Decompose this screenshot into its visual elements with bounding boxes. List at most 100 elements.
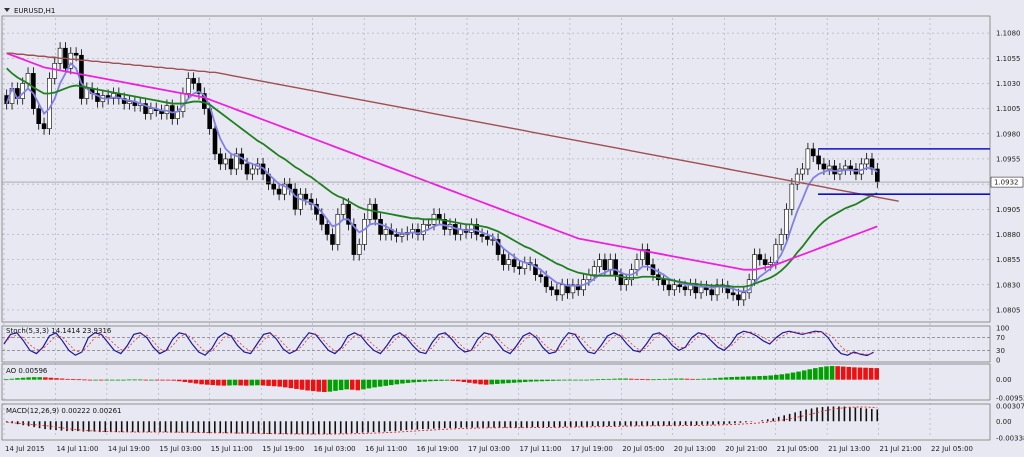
candle[interactable] bbox=[351, 224, 357, 255]
candle[interactable] bbox=[244, 163, 250, 175]
candle[interactable] bbox=[479, 234, 485, 237]
ao-bar[interactable] bbox=[43, 377, 48, 380]
candle[interactable] bbox=[645, 249, 650, 265]
stoch_signal-line[interactable] bbox=[3, 331, 874, 355]
candle[interactable] bbox=[623, 279, 629, 286]
ao-bar[interactable] bbox=[701, 378, 707, 380]
ao-layer[interactable] bbox=[4, 366, 879, 393]
candle[interactable] bbox=[127, 101, 132, 104]
candle[interactable] bbox=[805, 148, 811, 170]
candle[interactable] bbox=[778, 234, 784, 245]
ao-bar[interactable] bbox=[271, 379, 277, 387]
ao-bar[interactable] bbox=[428, 379, 433, 382]
candle[interactable] bbox=[52, 62, 58, 79]
candle[interactable] bbox=[324, 224, 330, 235]
candle[interactable] bbox=[340, 203, 346, 215]
candle[interactable] bbox=[191, 78, 196, 84]
ao-bar[interactable] bbox=[338, 379, 344, 391]
ao-bar[interactable] bbox=[746, 376, 751, 380]
ao-bar[interactable] bbox=[718, 377, 723, 380]
candle[interactable] bbox=[41, 123, 47, 130]
ao-bar[interactable] bbox=[110, 379, 115, 381]
candle[interactable] bbox=[549, 286, 554, 291]
candle[interactable] bbox=[196, 83, 202, 94]
ao-bar[interactable] bbox=[634, 378, 640, 380]
ao-bar[interactable] bbox=[467, 379, 472, 383]
candle[interactable] bbox=[570, 284, 576, 294]
ao-bar[interactable] bbox=[662, 378, 667, 380]
ao-bar[interactable] bbox=[310, 379, 316, 392]
ao-bar[interactable] bbox=[121, 379, 126, 381]
ao-bar[interactable] bbox=[517, 379, 522, 383]
ao-bar[interactable] bbox=[534, 379, 539, 382]
ao-bar[interactable] bbox=[154, 379, 160, 381]
ao-bar[interactable] bbox=[282, 379, 288, 388]
candle[interactable] bbox=[469, 224, 474, 233]
candle[interactable] bbox=[864, 158, 869, 165]
ma_green-line[interactable] bbox=[6, 67, 878, 288]
ao-bar[interactable] bbox=[455, 379, 461, 382]
candle[interactable] bbox=[421, 224, 426, 235]
candle[interactable] bbox=[816, 155, 821, 165]
ao-bar[interactable] bbox=[82, 379, 87, 381]
ao-bar[interactable] bbox=[333, 379, 338, 391]
ao-bar[interactable] bbox=[857, 367, 863, 380]
candle[interactable] bbox=[736, 294, 741, 301]
ao-bar[interactable] bbox=[294, 379, 299, 389]
ao-bar[interactable] bbox=[361, 379, 366, 390]
ao-bar[interactable] bbox=[188, 379, 193, 383]
ao-bar[interactable] bbox=[595, 379, 601, 381]
candle[interactable] bbox=[111, 93, 116, 99]
candle[interactable] bbox=[517, 266, 522, 269]
ao-bar[interactable] bbox=[238, 379, 243, 386]
candle[interactable] bbox=[356, 244, 362, 255]
price-layer[interactable] bbox=[2, 42, 990, 306]
candle[interactable] bbox=[693, 284, 699, 294]
ao-bar[interactable] bbox=[176, 379, 182, 382]
candle[interactable] bbox=[276, 188, 282, 195]
candle[interactable] bbox=[800, 168, 805, 175]
ao-bar[interactable] bbox=[305, 379, 310, 391]
candle[interactable] bbox=[784, 208, 789, 235]
candle[interactable] bbox=[559, 284, 565, 296]
ao-bar[interactable] bbox=[9, 378, 15, 380]
ao-bar[interactable] bbox=[489, 379, 495, 385]
ao-bar[interactable] bbox=[394, 379, 400, 385]
candle[interactable] bbox=[501, 254, 506, 265]
candle[interactable] bbox=[607, 259, 613, 270]
stoch-layer[interactable] bbox=[2, 330, 990, 357]
candle[interactable] bbox=[36, 108, 42, 124]
candle[interactable] bbox=[768, 262, 773, 265]
ao-bar[interactable] bbox=[48, 377, 54, 380]
candle[interactable] bbox=[164, 105, 170, 114]
ao-bar[interactable] bbox=[31, 377, 37, 380]
ao-bar[interactable] bbox=[54, 378, 59, 380]
ao-bar[interactable] bbox=[37, 377, 43, 380]
candle[interactable] bbox=[762, 259, 768, 265]
ao-bar[interactable] bbox=[768, 375, 773, 380]
candle[interactable] bbox=[725, 286, 731, 294]
ao-bar[interactable] bbox=[522, 379, 528, 382]
candle[interactable] bbox=[148, 108, 154, 114]
ao-bar[interactable] bbox=[628, 378, 634, 380]
ao-bar[interactable] bbox=[673, 378, 679, 380]
ao-bar[interactable] bbox=[4, 379, 9, 381]
candle[interactable] bbox=[597, 259, 602, 267]
ao-bar[interactable] bbox=[355, 379, 361, 391]
ao-bar[interactable] bbox=[874, 368, 879, 380]
candle[interactable] bbox=[47, 78, 52, 130]
candle[interactable] bbox=[575, 284, 581, 291]
ao-bar[interactable] bbox=[411, 379, 416, 383]
ao-bar[interactable] bbox=[104, 379, 110, 381]
candle[interactable] bbox=[490, 239, 496, 241]
ao-bar[interactable] bbox=[545, 379, 550, 382]
ao-bar[interactable] bbox=[416, 379, 422, 382]
ao-bar[interactable] bbox=[316, 379, 322, 392]
candle[interactable] bbox=[346, 203, 351, 225]
ao-bar[interactable] bbox=[171, 379, 176, 381]
candle[interactable] bbox=[677, 284, 682, 288]
ao-bar[interactable] bbox=[349, 379, 355, 390]
ao-bar[interactable] bbox=[690, 378, 695, 380]
ao-bar[interactable] bbox=[388, 379, 394, 386]
candle[interactable] bbox=[506, 259, 512, 265]
